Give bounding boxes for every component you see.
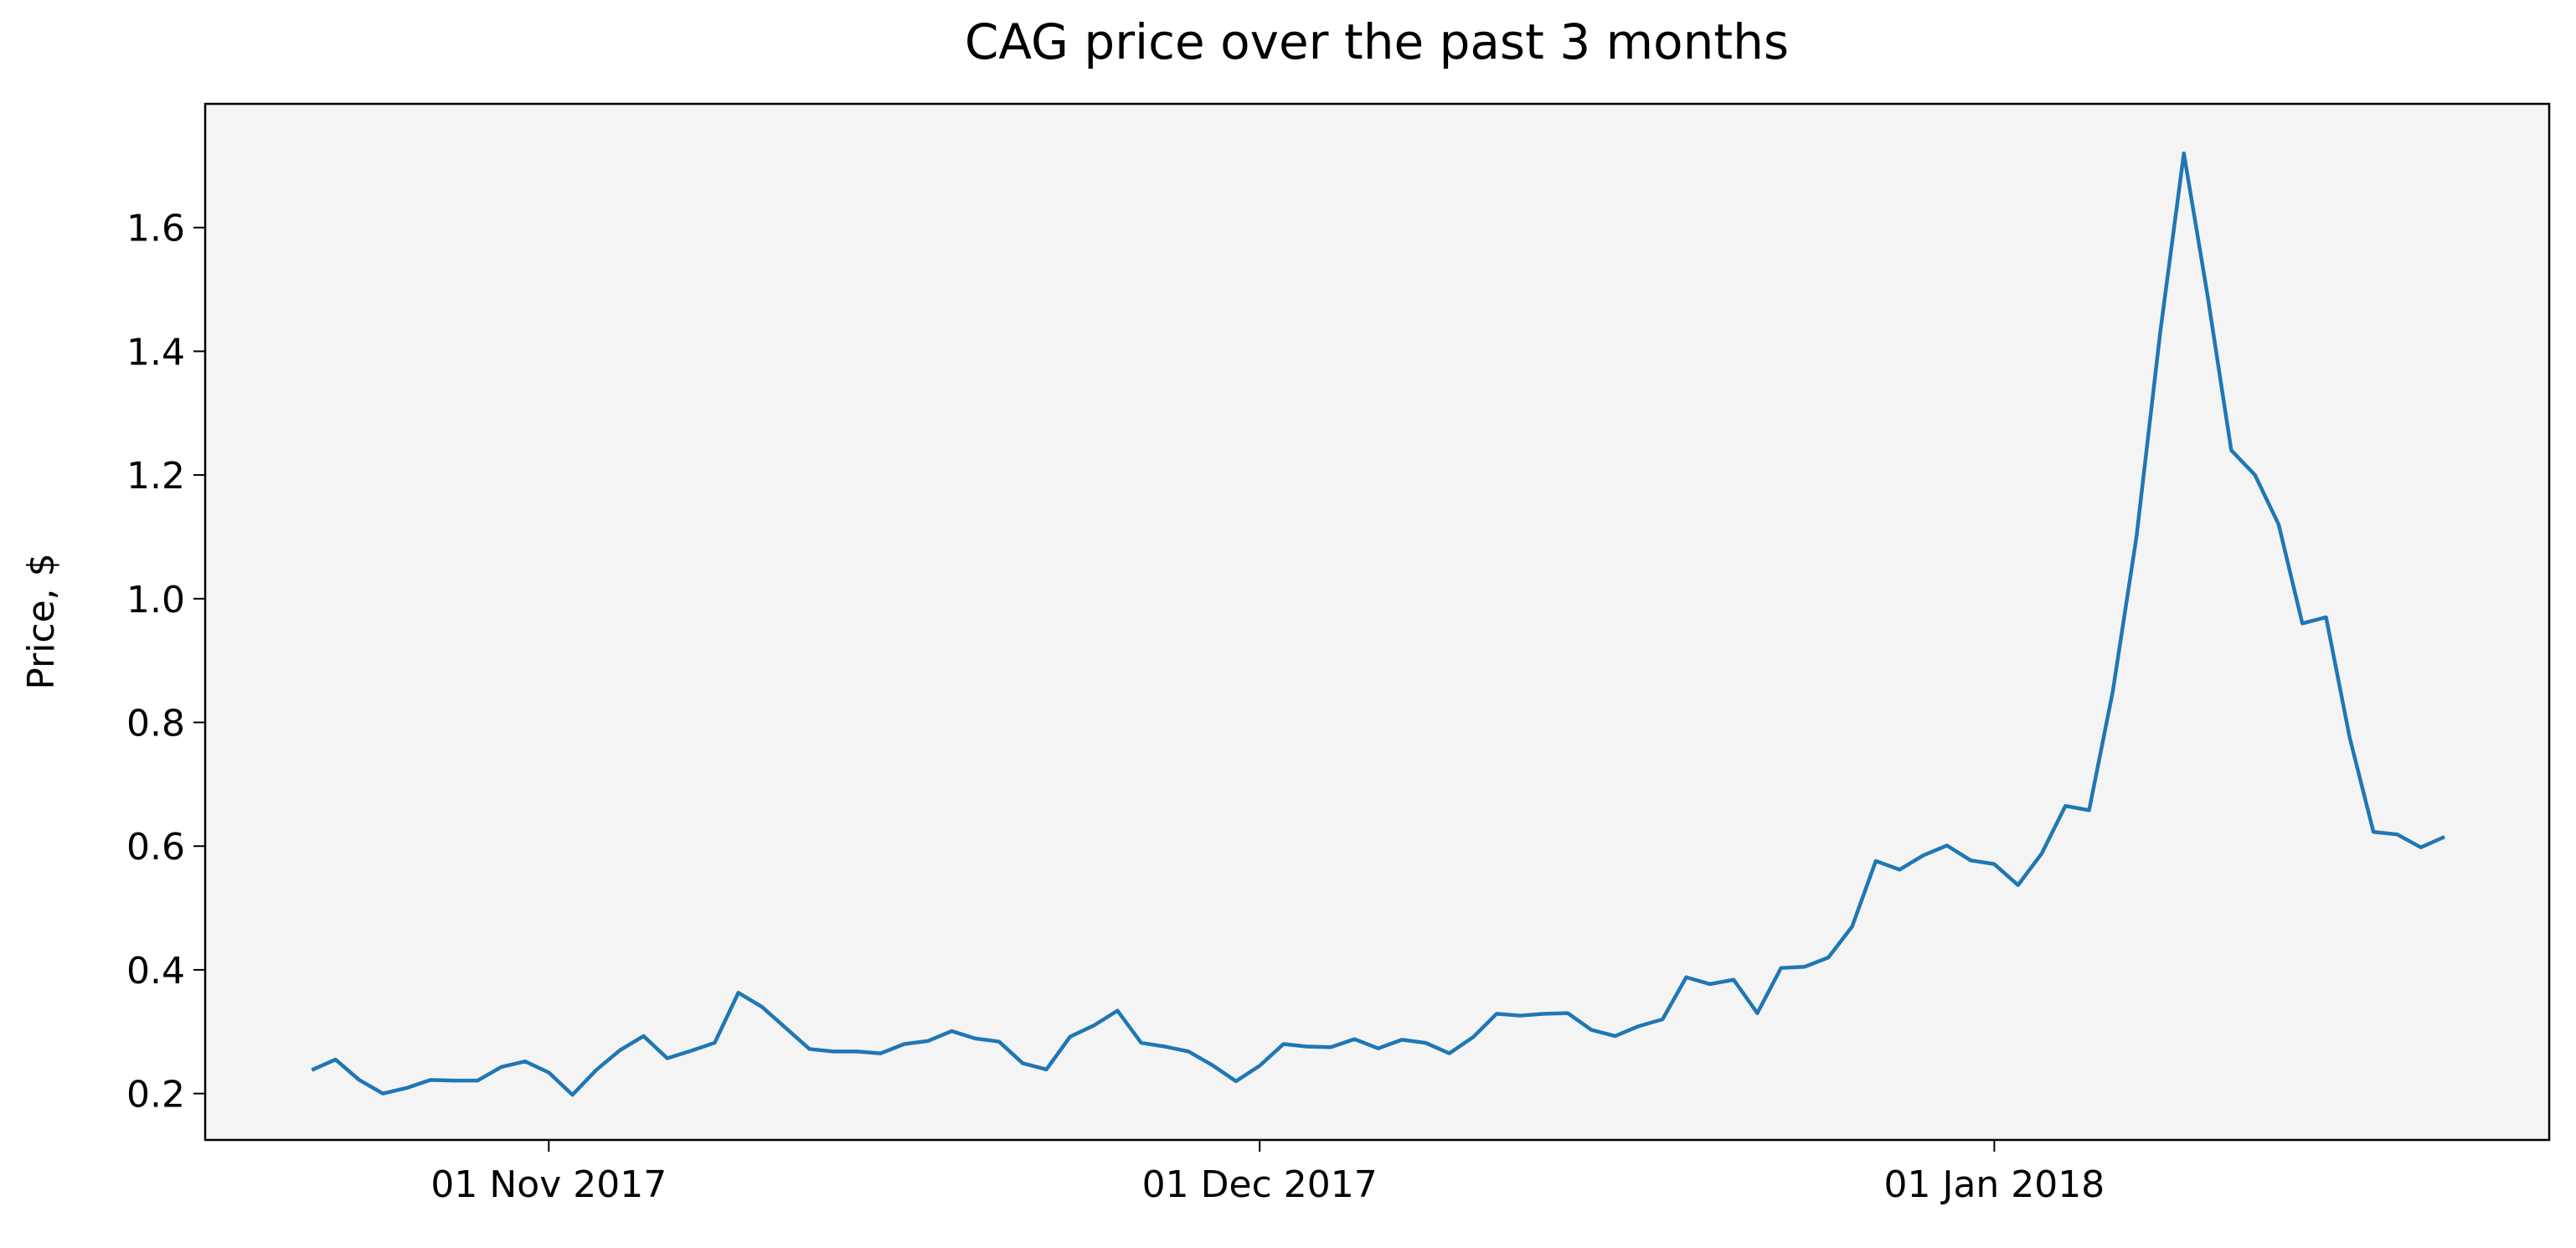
y-tick-label: 1.0 — [126, 579, 185, 621]
y-tick-label: 1.2 — [126, 455, 185, 498]
plot-frame — [204, 102, 2551, 1142]
plot-background — [205, 104, 2549, 1140]
x-tick-label: 01 Jan 2018 — [1884, 1163, 2105, 1206]
y-tick-label: 0.4 — [126, 950, 185, 993]
y-tick-label: 1.6 — [126, 208, 185, 250]
y-tick-label: 0.8 — [126, 703, 185, 745]
y-axis-label: Price, $ — [20, 553, 63, 689]
price-line — [311, 151, 2445, 1097]
y-tick-label: 1.4 — [126, 331, 185, 374]
x-tick-label: 01 Dec 2017 — [1142, 1163, 1378, 1206]
y-tick-label: 0.6 — [126, 826, 185, 869]
chart-title: CAG price over the past 3 months — [965, 13, 1789, 70]
x-tick-label: 01 Nov 2017 — [430, 1163, 667, 1206]
y-tick-label: 0.2 — [126, 1074, 185, 1116]
